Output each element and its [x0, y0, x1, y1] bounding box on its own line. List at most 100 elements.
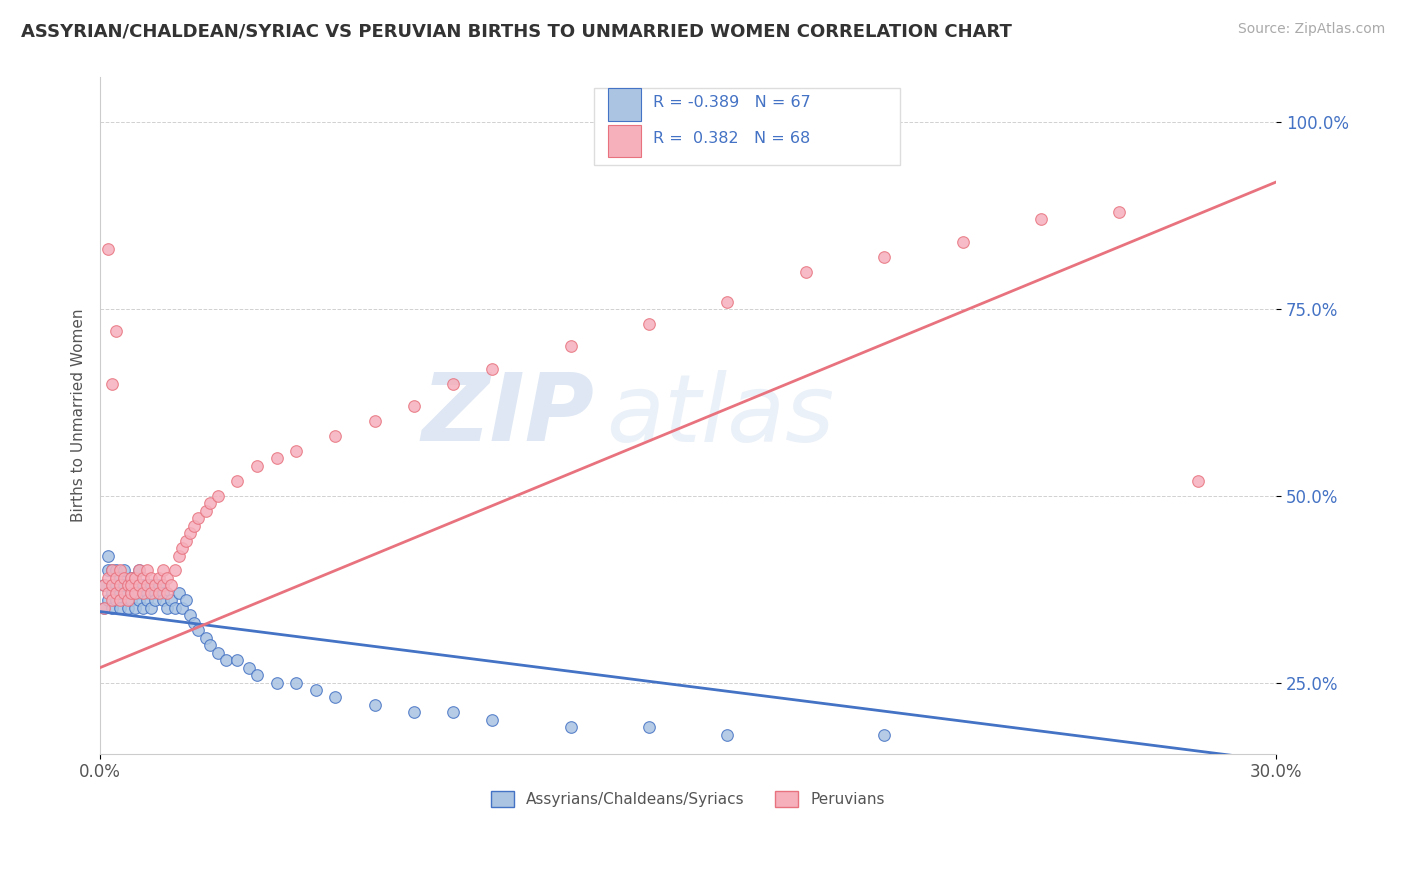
Point — [112, 564, 135, 578]
Point — [285, 444, 308, 458]
Point — [179, 526, 201, 541]
Point — [128, 564, 150, 578]
Point — [305, 683, 328, 698]
Point — [266, 675, 288, 690]
Point — [112, 578, 135, 592]
Point — [139, 586, 162, 600]
Point — [207, 646, 229, 660]
Point — [167, 586, 190, 600]
Point — [136, 564, 159, 578]
Point — [148, 578, 170, 592]
Y-axis label: Births to Unmarried Women: Births to Unmarried Women — [72, 309, 86, 522]
Point — [163, 564, 186, 578]
FancyBboxPatch shape — [609, 88, 641, 120]
Point — [794, 265, 817, 279]
Point — [481, 713, 503, 727]
Point — [716, 294, 738, 309]
Point — [176, 593, 198, 607]
Point — [128, 564, 150, 578]
Point — [1029, 212, 1052, 227]
Point — [323, 429, 346, 443]
Point — [873, 728, 896, 742]
Point — [143, 586, 166, 600]
Point — [121, 586, 143, 600]
Point — [101, 564, 124, 578]
Point — [183, 518, 205, 533]
Point — [108, 586, 131, 600]
Point — [132, 586, 155, 600]
Point — [104, 578, 127, 592]
Point — [285, 675, 308, 690]
Point — [156, 571, 179, 585]
Point — [172, 541, 194, 555]
Point — [194, 631, 217, 645]
Text: R = -0.389   N = 67: R = -0.389 N = 67 — [652, 95, 811, 110]
Point — [117, 593, 139, 607]
Point — [124, 578, 146, 592]
Point — [152, 564, 174, 578]
Text: Source: ZipAtlas.com: Source: ZipAtlas.com — [1237, 22, 1385, 37]
Point — [128, 578, 150, 592]
Point — [143, 593, 166, 607]
Point — [139, 600, 162, 615]
Point — [207, 489, 229, 503]
Point — [101, 578, 124, 592]
Point — [226, 474, 249, 488]
Point — [124, 571, 146, 585]
Point — [152, 578, 174, 592]
Point — [108, 564, 131, 578]
Point — [363, 698, 385, 712]
Point — [1108, 205, 1130, 219]
Point — [163, 600, 186, 615]
Point — [246, 458, 269, 473]
Point — [152, 586, 174, 600]
Point — [132, 578, 155, 592]
Point — [638, 317, 661, 331]
Point — [139, 571, 162, 585]
Point — [93, 600, 115, 615]
Point — [101, 578, 124, 592]
Point — [128, 593, 150, 607]
Point — [136, 586, 159, 600]
Point — [117, 600, 139, 615]
Point — [560, 720, 582, 734]
Point — [363, 414, 385, 428]
Point — [128, 586, 150, 600]
Point — [97, 242, 120, 256]
Point — [97, 549, 120, 563]
Point — [156, 586, 179, 600]
Point — [873, 250, 896, 264]
Point — [101, 600, 124, 615]
Text: atlas: atlas — [606, 370, 834, 461]
Point — [136, 593, 159, 607]
Point — [156, 600, 179, 615]
Point — [183, 615, 205, 630]
Text: ZIP: ZIP — [422, 369, 595, 461]
Point — [93, 578, 115, 592]
Point — [93, 600, 115, 615]
Point — [159, 593, 181, 607]
Point — [104, 593, 127, 607]
Point — [121, 586, 143, 600]
Point — [481, 361, 503, 376]
Point — [104, 325, 127, 339]
Point — [93, 578, 115, 592]
Point — [187, 511, 209, 525]
Point — [194, 504, 217, 518]
Point — [560, 339, 582, 353]
Point — [112, 586, 135, 600]
Point — [402, 706, 425, 720]
Point — [638, 720, 661, 734]
Point — [101, 586, 124, 600]
Point — [121, 571, 143, 585]
Point — [148, 586, 170, 600]
Point — [97, 586, 120, 600]
Point — [132, 571, 155, 585]
Point — [121, 571, 143, 585]
Point — [179, 608, 201, 623]
Point — [108, 593, 131, 607]
FancyBboxPatch shape — [609, 125, 641, 157]
Point — [214, 653, 236, 667]
Point — [152, 593, 174, 607]
Point — [246, 668, 269, 682]
